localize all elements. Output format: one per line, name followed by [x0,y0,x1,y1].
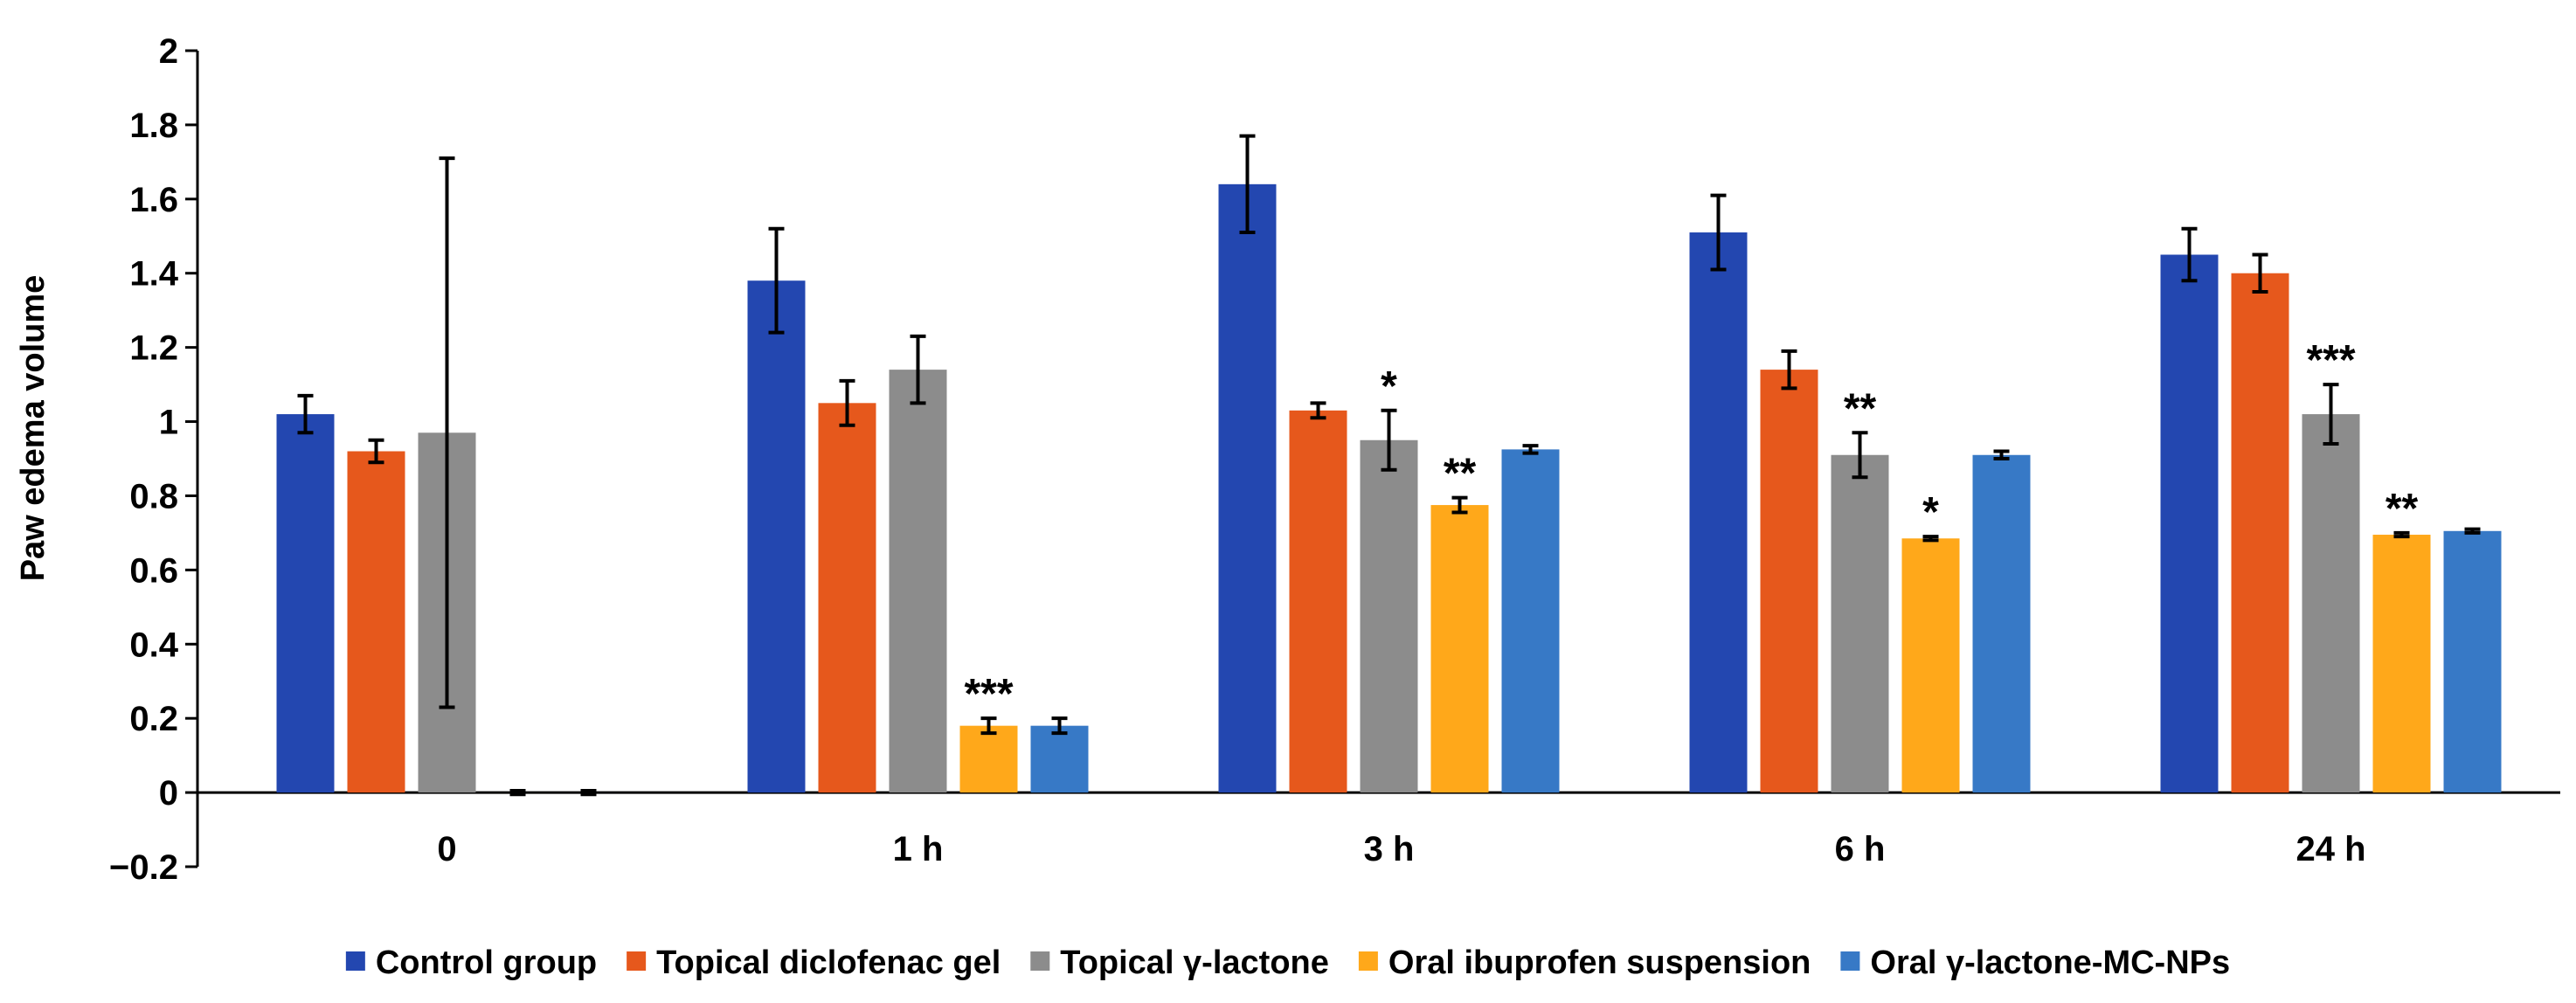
bar [2302,414,2360,793]
legend-swatch [345,951,365,971]
legend-swatch [627,951,647,971]
y-tick-label: −0.2 [109,848,178,887]
x-tick-label: 6 h [1835,830,1886,868]
bar [1360,439,1418,793]
bar [1030,725,1089,793]
y-tick-label: 0.6 [129,551,178,590]
y-tick-label: 2 [159,32,178,71]
bar [889,370,947,793]
error-bar [2464,527,2481,535]
error-bar [1051,716,1068,736]
legend-label: Oral γ-lactone-MC-NPs [1870,944,2230,981]
error-bar [1451,495,1468,515]
legend-label: Topical diclofenac gel [656,944,1001,981]
error-bar [1922,535,1939,543]
y-tick-label: 1.8 [129,107,178,145]
y-axis-title: Paw edema volume [15,275,52,582]
significance-label: ** [1844,385,1877,432]
significance-label: *** [964,671,1013,717]
error-bar [368,438,384,465]
bar [818,403,876,793]
legend-swatch [1840,951,1860,971]
x-tick-label: 0 [437,830,456,868]
bar [1289,410,1347,793]
bar [2372,535,2431,793]
legend-label: Control group [376,944,597,981]
significance-label: *** [2306,337,2355,384]
y-tick-label: 1.6 [129,181,178,219]
bar [1760,370,1818,793]
y-tick-label: 0.8 [129,477,178,515]
error-bar [1710,193,1727,272]
error-bar [2393,530,2410,539]
y-tick-label: 1.2 [129,329,178,368]
error-bar [1239,134,1256,235]
legend-swatch [1030,951,1050,971]
error-bar [1381,408,1397,472]
bar [1430,505,1489,793]
significance-label: * [1922,489,1939,536]
error-bar [2323,383,2339,446]
bar [1901,538,1960,793]
error-bar [2252,252,2268,294]
significance-label: * [1381,363,1397,410]
error-bar [768,226,785,335]
error-bar [839,378,855,427]
bar [1972,454,2031,793]
bar [2231,273,2289,793]
error-bar [297,393,314,435]
bar [1218,183,1277,793]
y-tick-label: 0.2 [129,700,178,738]
error-bar [509,788,526,797]
bar [2160,254,2219,793]
error-bar [1852,431,1868,480]
bar [747,280,806,793]
y-tick-label: 0 [159,774,178,813]
error-bar [980,716,997,736]
y-tick-label: 1.4 [129,255,178,294]
x-tick-label: 24 h [2296,830,2365,868]
error-bar [1522,444,1539,455]
legend-label: Oral ibuprofen suspension [1388,944,1811,981]
error-bar [439,156,455,709]
bar [1501,449,1560,793]
bar [2443,530,2502,793]
error-bar [580,788,597,797]
error-bar [1310,401,1326,420]
plot-area: −0.200.20.40.60.811.21.41.61.820***1 h**… [109,32,2560,887]
bar [347,451,405,793]
legend-label: Topical γ-lactone [1060,944,1329,981]
error-bar [910,334,926,405]
bar [1689,232,1748,793]
error-bar [1993,449,2010,460]
x-tick-label: 1 h [893,830,944,868]
error-bar [1781,349,1797,391]
y-tick-label: 0.4 [129,626,178,664]
y-tick-label: 1 [159,404,178,442]
bar [1831,454,1889,793]
significance-label: ** [1444,451,1477,497]
x-tick-label: 3 h [1364,830,1415,868]
error-bar [2181,226,2198,283]
bar [276,414,335,793]
bar [959,725,1018,793]
legend: Control group Topical diclofenac gel Topic… [345,944,2230,981]
legend-swatch [1358,951,1378,971]
significance-label: ** [2386,486,2419,532]
